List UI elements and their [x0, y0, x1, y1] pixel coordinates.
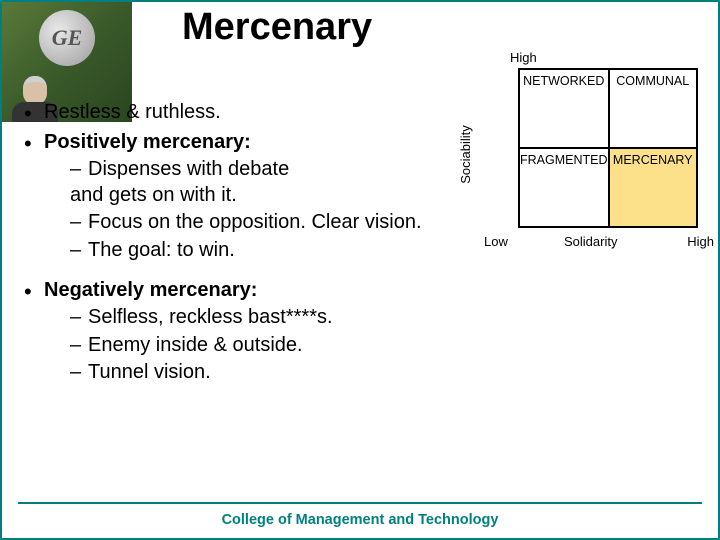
pos-sub-1b: and gets on with it. — [44, 183, 237, 209]
culture-matrix: High Sociability NETWORKED COMMUNAL FRAG… — [456, 50, 702, 254]
ge-logo: GE — [39, 10, 95, 66]
cell-mercenary: MERCENARY — [609, 148, 698, 227]
neg-sub-3: Tunnel vision. — [44, 360, 440, 386]
x-axis-label: Solidarity — [564, 234, 617, 249]
content-body: Restless & ruthless. Positively mercenar… — [20, 100, 440, 390]
x-axis-high-label: High — [687, 234, 714, 249]
pos-sub-1: Dispenses with debate and gets on with i… — [44, 157, 440, 208]
y-axis-label: Sociability — [456, 78, 474, 230]
logo-text: GE — [52, 25, 83, 51]
bullet-negative-label: Negatively mercenary: — [44, 279, 257, 301]
bullet-positive-label: Positively mercenary: — [44, 131, 251, 153]
pos-sub-1a: Dispenses with debate — [88, 158, 289, 180]
footer-divider — [18, 502, 702, 504]
neg-sub-1: Selfless, reckless bast****s. — [44, 305, 440, 331]
pos-sub-3: The goal: to win. — [44, 238, 440, 264]
slide-title: Mercenary — [132, 6, 718, 49]
bullet-positive: Positively mercenary: Dispenses with deb… — [20, 130, 440, 264]
footer-text: College of Management and Technology — [2, 512, 718, 528]
cell-communal: COMMUNAL — [609, 69, 698, 148]
cell-fragmented: FRAGMENTED — [519, 148, 609, 227]
x-axis-low-label: Low — [484, 234, 508, 249]
bullet-restless: Restless & ruthless. — [20, 100, 440, 126]
y-axis-high-label: High — [510, 50, 537, 65]
bullet-negative: Negatively mercenary: Selfless, reckless… — [20, 278, 440, 386]
matrix-grid: NETWORKED COMMUNAL FRAGMENTED MERCENARY — [518, 68, 698, 228]
neg-sub-2: Enemy inside & outside. — [44, 333, 440, 359]
cell-networked: NETWORKED — [519, 69, 609, 148]
pos-sub-2: Focus on the opposition. Clear vision. — [44, 210, 440, 236]
